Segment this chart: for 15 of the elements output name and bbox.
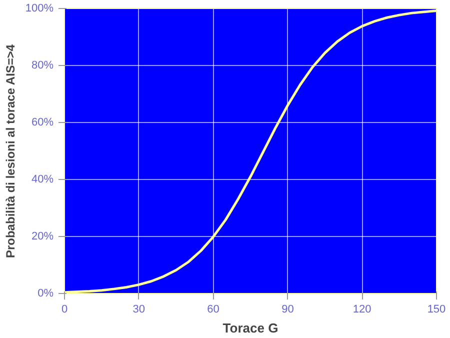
- y-axis-title: Probabilità di lesioni al torace AIS=>4: [3, 44, 18, 258]
- y-tick-label: 20%: [31, 230, 54, 242]
- x-tick-label: 30: [132, 304, 146, 316]
- x-tick-label: 150: [427, 304, 446, 316]
- x-tick-label: 120: [352, 304, 372, 316]
- x-tick-label: 0: [61, 304, 68, 316]
- y-tick-label: 100%: [25, 2, 54, 14]
- x-tick-label: 60: [207, 304, 220, 316]
- y-tick-label: 0%: [38, 288, 54, 300]
- line-series: [64, 10, 436, 294]
- y-tick-label: 60%: [31, 116, 54, 128]
- y-tick-label: 40%: [31, 174, 54, 186]
- x-tick-label: 90: [282, 304, 294, 316]
- x-axis-title: Torace G: [222, 320, 278, 336]
- y-tick-label: 80%: [31, 60, 54, 72]
